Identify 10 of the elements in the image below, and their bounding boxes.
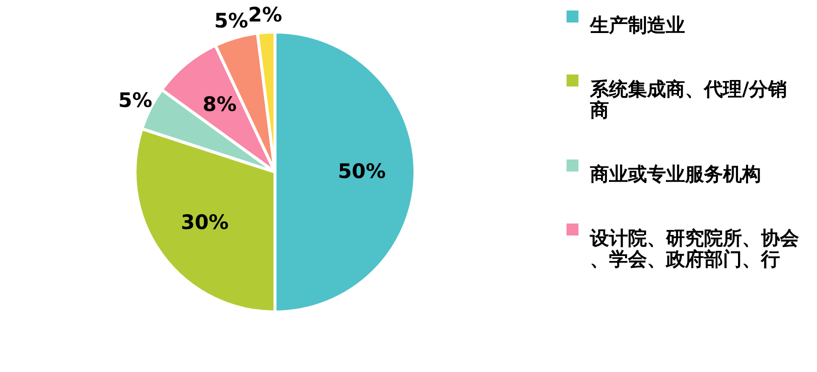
data-label: 30% [180,210,229,234]
data-label: 5% [118,88,152,112]
legend-label: 系统集成商、代理/分销商 [589,78,787,122]
data-label: 50% [338,159,386,183]
legend-label: 生产制造业 [589,14,685,36]
data-label: 8% [202,92,237,116]
legend-label: 设计院、研究院所、协会、学会、政府部门、行 [589,228,800,270]
data-label: 2% [248,2,282,27]
legend-label: 商业或专业服务机构 [589,164,761,186]
data-label: 5% [214,8,248,32]
